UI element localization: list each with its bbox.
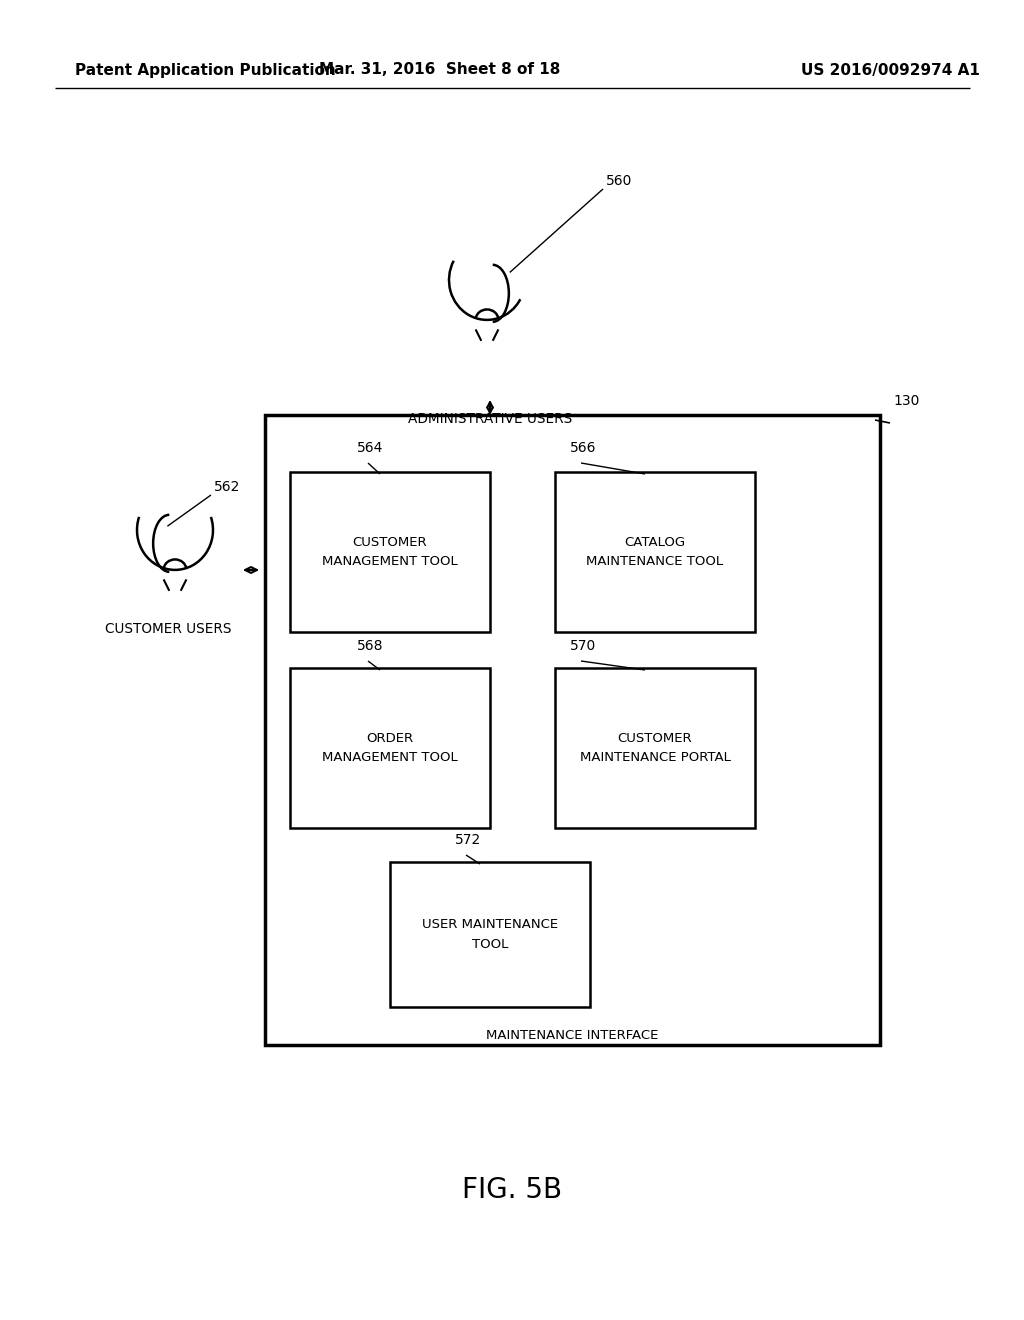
Text: CUSTOMER
MAINTENANCE PORTAL: CUSTOMER MAINTENANCE PORTAL <box>580 733 730 764</box>
Text: 572: 572 <box>455 833 481 847</box>
Bar <box>390 862 590 1007</box>
Text: USER MAINTENANCE
TOOL: USER MAINTENANCE TOOL <box>422 919 558 950</box>
Text: Patent Application Publication: Patent Application Publication <box>75 62 336 78</box>
Text: 564: 564 <box>356 441 383 455</box>
Text: CUSTOMER USERS: CUSTOMER USERS <box>104 622 231 636</box>
Bar <box>555 473 755 632</box>
Text: US 2016/0092974 A1: US 2016/0092974 A1 <box>801 62 979 78</box>
Bar <box>290 668 490 828</box>
Text: 560: 560 <box>606 174 633 187</box>
Text: 562: 562 <box>214 480 241 494</box>
Bar <box>290 473 490 632</box>
Text: 568: 568 <box>356 639 383 653</box>
Bar <box>265 414 880 1045</box>
Text: Mar. 31, 2016  Sheet 8 of 18: Mar. 31, 2016 Sheet 8 of 18 <box>319 62 561 78</box>
Text: ADMINISTRATIVE USERS: ADMINISTRATIVE USERS <box>408 412 572 426</box>
Text: CATALOG
MAINTENANCE TOOL: CATALOG MAINTENANCE TOOL <box>587 536 724 568</box>
Text: 570: 570 <box>570 639 596 653</box>
Text: 130: 130 <box>893 393 920 408</box>
Bar <box>555 668 755 828</box>
Text: MAINTENANCE INTERFACE: MAINTENANCE INTERFACE <box>485 1030 658 1041</box>
Text: ORDER
MANAGEMENT TOOL: ORDER MANAGEMENT TOOL <box>323 733 458 764</box>
Text: 566: 566 <box>569 441 596 455</box>
Text: CUSTOMER
MANAGEMENT TOOL: CUSTOMER MANAGEMENT TOOL <box>323 536 458 568</box>
Text: FIG. 5B: FIG. 5B <box>462 1176 562 1204</box>
